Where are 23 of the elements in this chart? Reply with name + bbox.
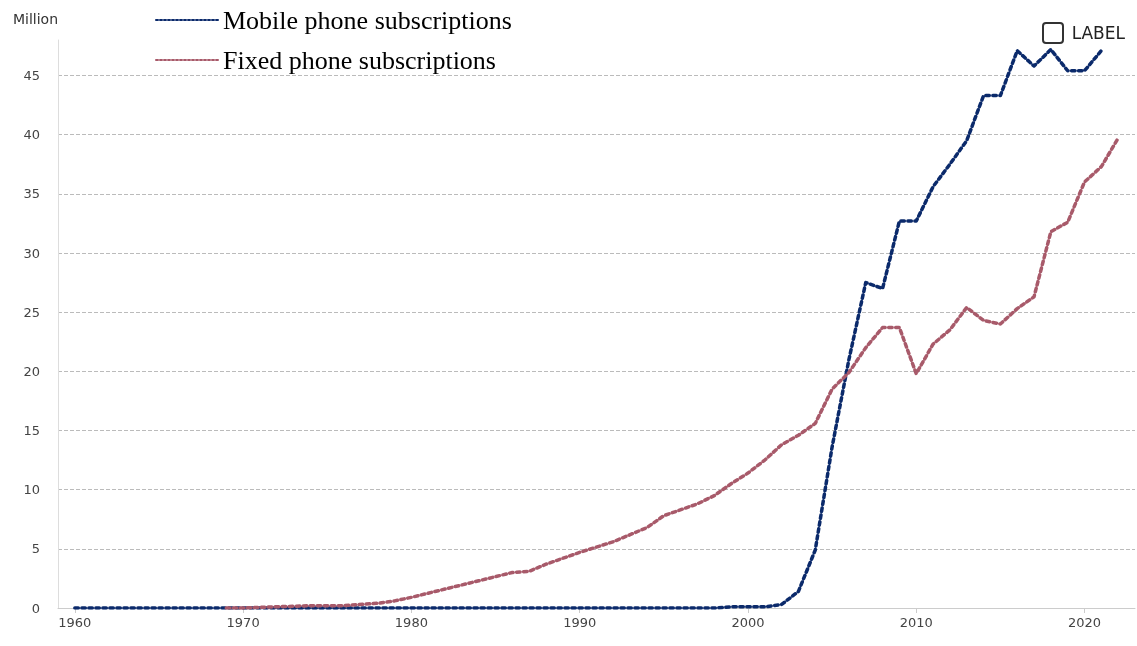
y-tick-label: 15 <box>23 423 40 438</box>
y-axis-title: Million <box>12 11 58 27</box>
legend-label: Fixed phone subscriptions <box>223 45 496 75</box>
x-tick-label: 2020 <box>1067 615 1102 630</box>
x-tick-label: 1970 <box>226 615 260 630</box>
y-tick-label: 30 <box>23 245 40 261</box>
y-tick-label: 35 <box>23 186 40 202</box>
y-tick-label: 5 <box>31 541 40 557</box>
x-tick-label: 1960 <box>58 615 92 630</box>
y-tick-label: 20 <box>23 363 40 379</box>
x-tick-label: 1980 <box>394 615 428 630</box>
x-tick-label: 1990 <box>563 615 597 630</box>
x-tick-label: 2000 <box>731 615 765 630</box>
y-tick-label: 40 <box>23 127 40 143</box>
annotation: LABEL <box>1071 23 1125 43</box>
line-series <box>73 47 1104 610</box>
line-series <box>224 136 1120 610</box>
legend-label: Mobile phone subscriptions <box>223 5 512 35</box>
y-tick-label: 10 <box>23 482 40 498</box>
y-tick-label: 45 <box>23 68 40 83</box>
y-tick-label: 0 <box>31 600 40 616</box>
y-tick-label: 25 <box>23 304 40 320</box>
x-tick-label: 2010 <box>899 615 933 630</box>
